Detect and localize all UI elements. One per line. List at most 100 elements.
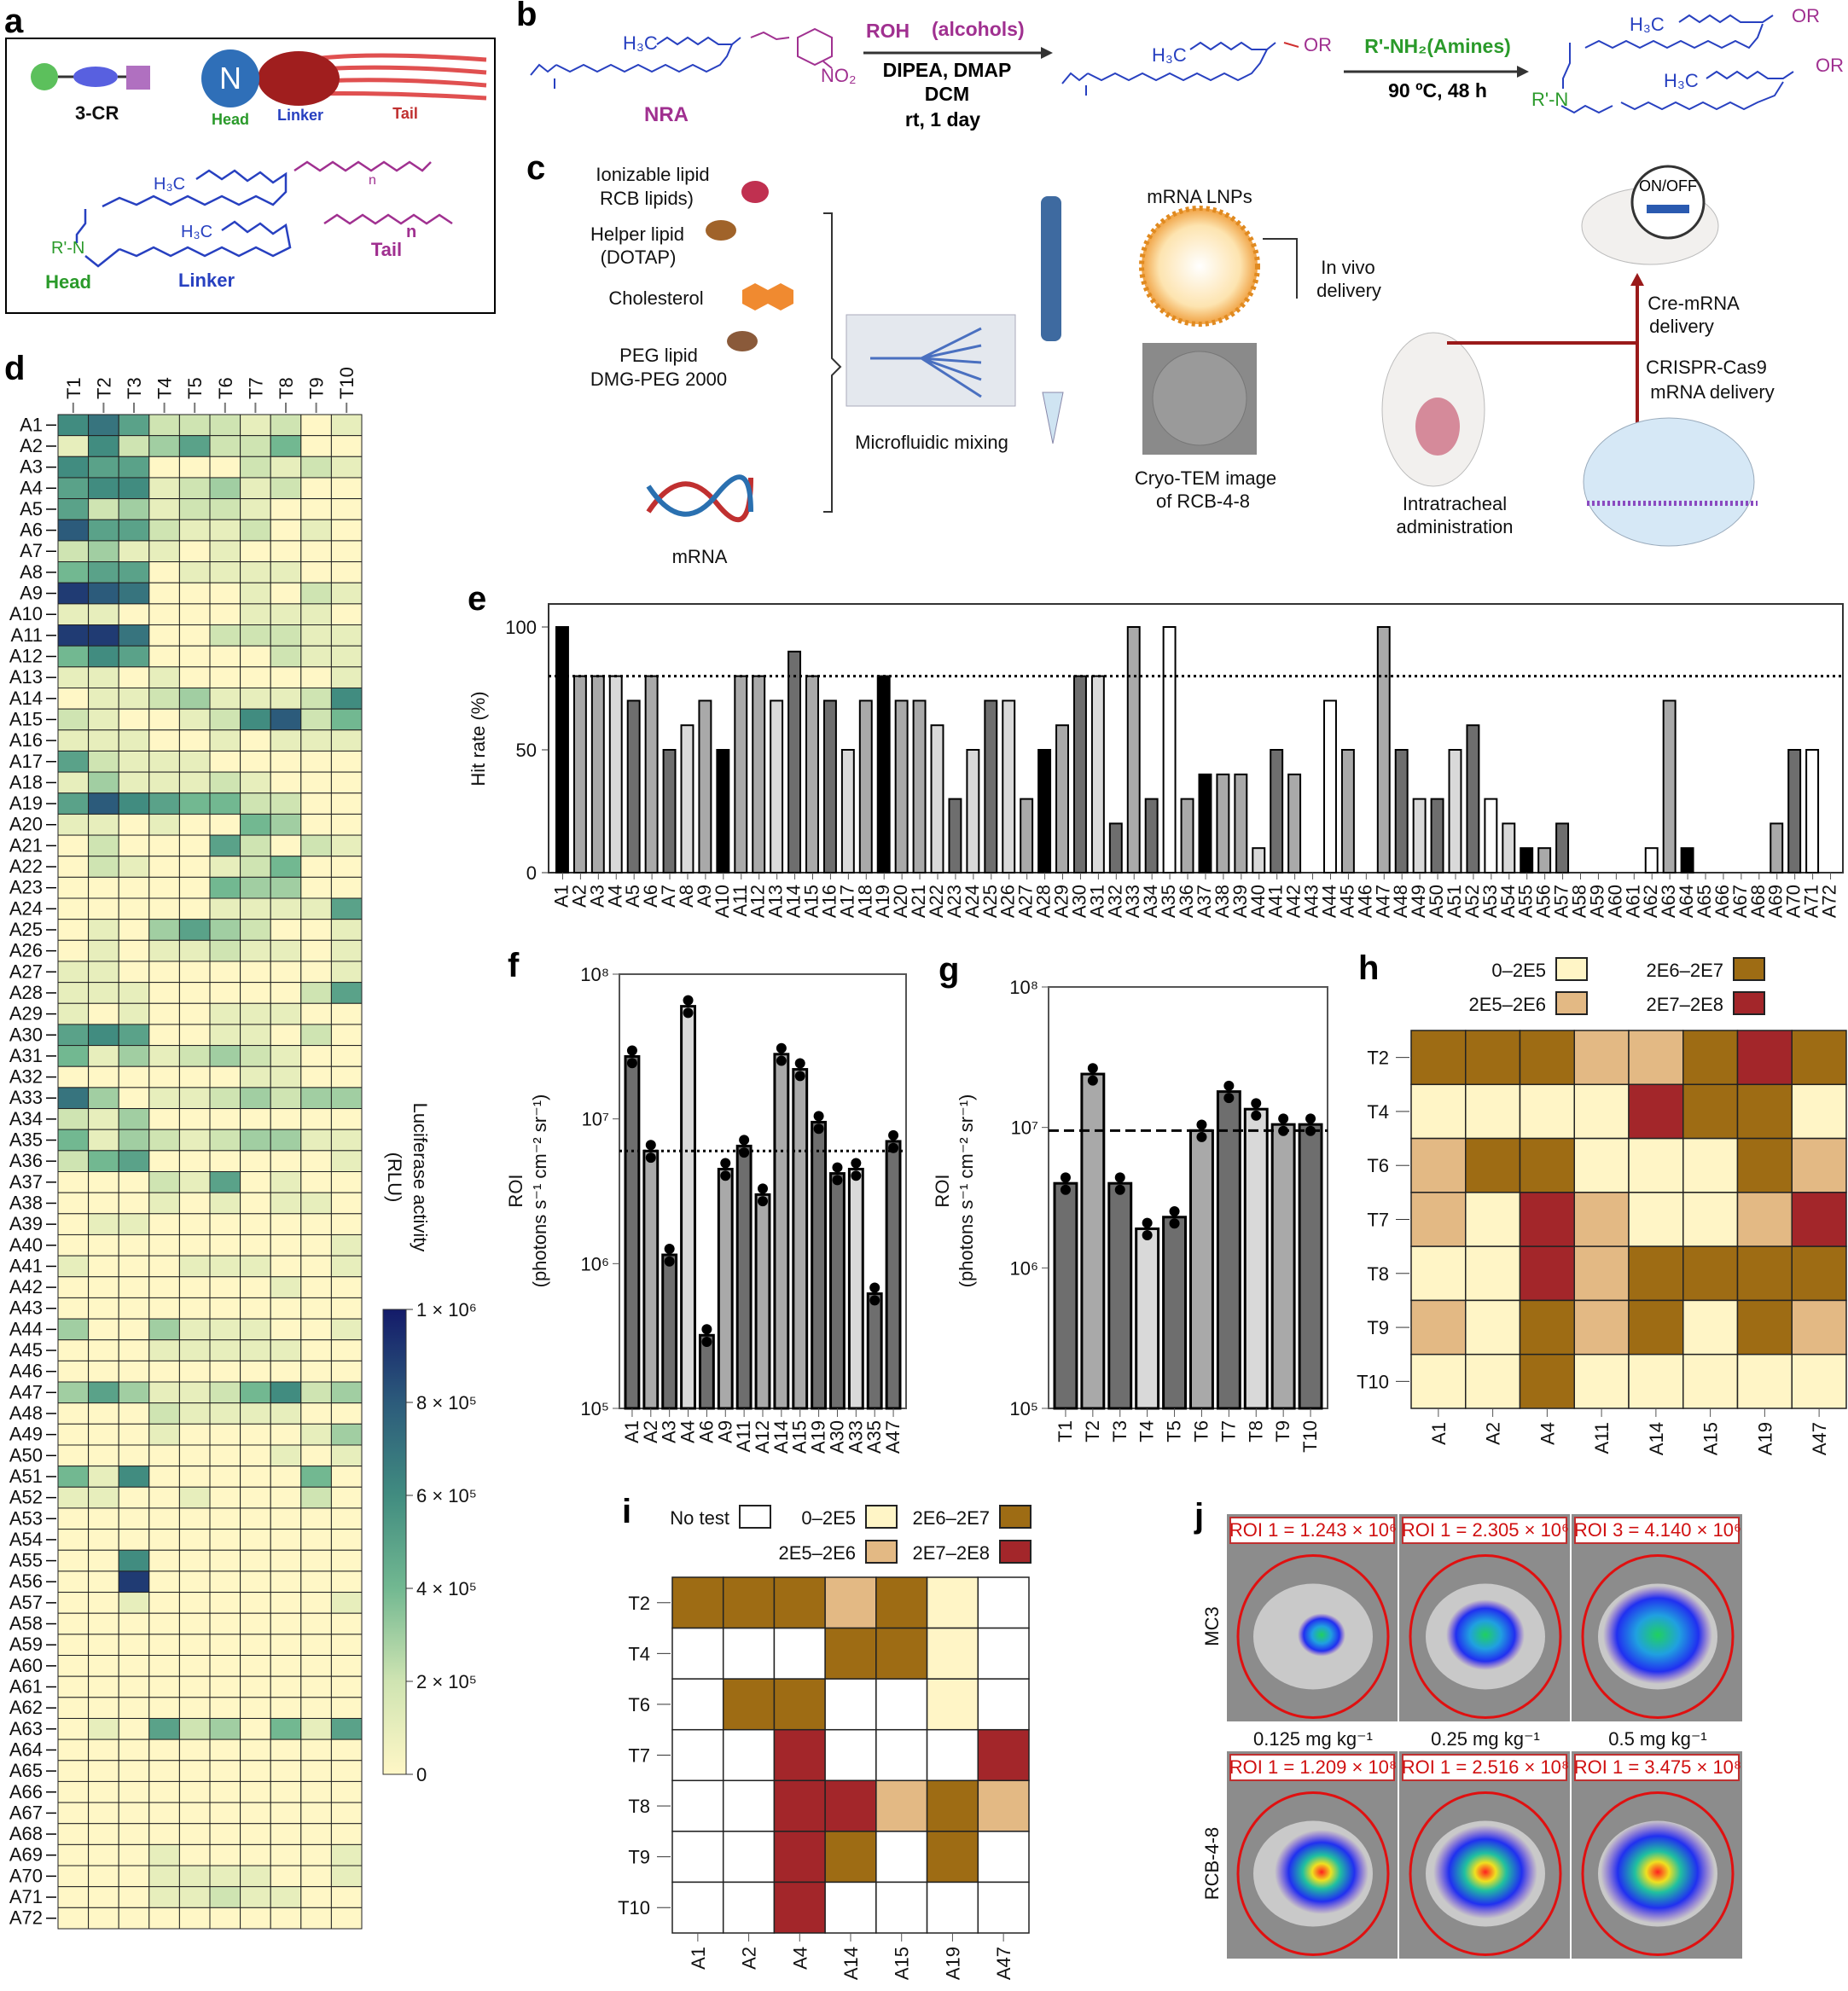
- roi-value-label: ROI 3 = 4.140 × 10⁶: [1574, 1519, 1741, 1541]
- product-structure-drawing: [1560, 14, 1794, 114]
- heatmap-cell: [57, 961, 90, 984]
- heatmap-cell: [209, 1045, 241, 1067]
- heatmap-cell: [240, 1381, 271, 1404]
- heatmap-cell: [178, 1192, 211, 1215]
- heatmap-cell: [330, 1907, 363, 1930]
- data-point: [851, 1158, 862, 1169]
- heatmap-cell: [671, 1728, 724, 1782]
- heatmap-cell: [1791, 1083, 1847, 1140]
- heatmap-cell: [57, 982, 90, 1004]
- reagent-alcohols-label: (alcohols): [932, 18, 1025, 40]
- cre-mrna-label: Cre-mRNA: [1648, 293, 1740, 314]
- heatmap-cell: [178, 982, 211, 1004]
- heatmap-cell: [240, 666, 271, 688]
- heatmap-cell: [270, 897, 302, 920]
- mrna-helix-icon: [646, 474, 753, 517]
- colorbar-tick-label: 8 × 10⁵: [416, 1392, 477, 1413]
- y-axis-label: (photons s⁻¹ cm⁻² sr⁻¹): [956, 1094, 977, 1288]
- heatmap-cell: [300, 540, 332, 563]
- row-label: A34: [9, 1108, 43, 1129]
- heatmap-cell: [57, 1549, 90, 1572]
- bar: [1340, 749, 1355, 874]
- heatmap-cell: [88, 1423, 119, 1446]
- x-tick-label: A67: [1729, 885, 1751, 918]
- on-off-label: ON/OFF: [1639, 177, 1697, 194]
- colorbar-ticks: 1 × 10⁶ 8 × 10⁵ 6 × 10⁵ 4 × 10⁵ 2 × 10⁵ 0: [406, 1299, 477, 1785]
- column-label: A4: [1537, 1422, 1558, 1445]
- data-point: [1278, 1113, 1289, 1124]
- x-tick-label: A60: [1604, 885, 1625, 918]
- heatmap-cell: [57, 1738, 90, 1762]
- heatmap-cell: [88, 1843, 119, 1866]
- ionizable-lipid-icon: [741, 181, 769, 203]
- heatmap-cell: [88, 435, 119, 457]
- data-point: [813, 1123, 824, 1135]
- heatmap-cell: [209, 1529, 241, 1551]
- column-label: A47: [993, 1947, 1014, 1980]
- heatmap-cell: [300, 1171, 332, 1193]
- heatmap-cell: [330, 1423, 363, 1446]
- heatmap-cell: [118, 498, 150, 520]
- heatmap-cell: [1573, 1083, 1630, 1140]
- heatmap-cell: [330, 477, 363, 500]
- heatmap-cell: [300, 498, 332, 520]
- heatmap-cell: [209, 1549, 241, 1572]
- heatmap-cell: [209, 876, 241, 899]
- bond-line: [1283, 42, 1299, 48]
- heatmap-cell: [240, 1108, 271, 1130]
- heatmap-cell: [330, 603, 363, 626]
- heatmap-cell: [330, 1823, 363, 1845]
- structure-tail-label: Tail: [371, 239, 402, 260]
- heatmap-cell: [148, 1423, 180, 1446]
- heatmap-cell: [88, 1087, 119, 1110]
- arrow-up-icon: [1630, 273, 1644, 286]
- bar: [876, 675, 891, 874]
- structure-head-label: Head: [45, 271, 91, 293]
- heatmap-cell: [300, 1045, 332, 1067]
- heatmap-cell: [330, 708, 363, 731]
- heatmap-cell: [88, 519, 119, 542]
- bioluminescence-signal: [1433, 1825, 1537, 1919]
- heatmap-cell: [57, 1065, 90, 1088]
- heatmap-cell: [88, 1570, 119, 1593]
- heatmap-cell: [148, 982, 180, 1004]
- x-tick-label: A3: [659, 1420, 680, 1443]
- x-tick-label: A6: [695, 1420, 717, 1443]
- heatmap-cell: [118, 1823, 150, 1845]
- x-tick-label: A11: [729, 885, 751, 917]
- heatmap-cell: [88, 1108, 119, 1130]
- heatmap-cell: [330, 1612, 363, 1635]
- heatmap-cell: [57, 897, 90, 920]
- y-tick-label: 10⁶: [1009, 1257, 1038, 1279]
- data-point: [645, 1140, 656, 1151]
- heatmap-cell: [240, 792, 271, 815]
- heatmap-cell: [209, 1213, 241, 1235]
- heatmap-cell: [824, 1831, 877, 1884]
- heatmap-cell: [671, 1576, 724, 1629]
- heatmap-cell: [88, 1738, 119, 1762]
- data-point: [701, 1337, 712, 1348]
- bioluminescence-signal: [1601, 1820, 1715, 1924]
- heatmap-cell: [330, 1549, 363, 1572]
- row-label: A45: [9, 1339, 43, 1361]
- colorbar: [382, 1309, 407, 1775]
- row-label: A56: [9, 1570, 43, 1592]
- heatmap-cell: [240, 1802, 271, 1825]
- heatmap-cell: [57, 1865, 90, 1888]
- linker-ellipse-icon: [258, 51, 340, 106]
- linker-ellipse-icon: [73, 67, 118, 87]
- row-label: A35: [9, 1129, 43, 1151]
- heatmap-cell: [1410, 1030, 1467, 1086]
- heatmap-cell: [209, 1802, 241, 1825]
- heatmap-cell: [1573, 1299, 1630, 1355]
- heatmap-cell: [178, 498, 211, 520]
- x-tick-label: A2: [640, 1420, 661, 1443]
- heatmap-cell: [270, 1549, 302, 1572]
- heatmap-cell: [148, 750, 180, 773]
- row-label: A65: [9, 1760, 43, 1781]
- heatmap-cell: [773, 1627, 826, 1680]
- row-label: T2: [628, 1593, 650, 1614]
- heatmap-cell: [118, 939, 150, 962]
- heatmap-cell: [209, 1486, 241, 1509]
- heatmap-cell: [88, 1129, 119, 1152]
